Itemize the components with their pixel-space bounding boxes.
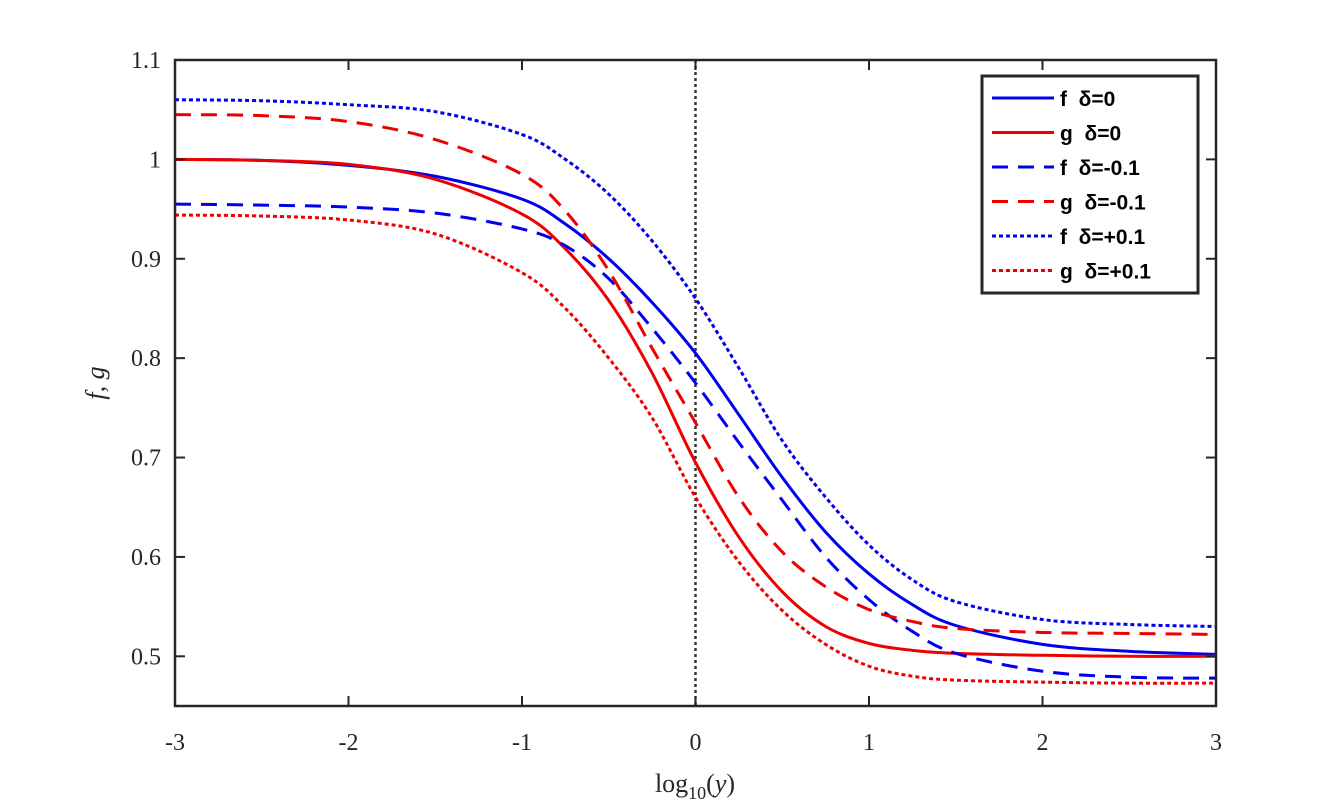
x-tick-label: 3 xyxy=(1210,730,1222,756)
legend-label-6: g δ=+0.1 xyxy=(1060,261,1151,284)
legend-box xyxy=(980,74,1200,295)
y-tick-label: 1 xyxy=(149,147,161,173)
x-axis-label-open-paren: ( xyxy=(706,769,715,798)
x-axis-label-close-paren: ) xyxy=(726,769,735,798)
y-tick-label: 0.5 xyxy=(131,644,161,670)
x-tick-label: 1 xyxy=(863,730,875,756)
y-tick-label: 1.1 xyxy=(131,48,161,74)
x-axis-label-subscript: 10 xyxy=(688,783,706,803)
x-axis-label: log10(y) xyxy=(655,769,735,803)
legend-label-4: g δ=-0.1 xyxy=(1060,192,1146,215)
x-axis-label-base: log xyxy=(655,769,688,798)
series-line-2 xyxy=(175,157,1216,658)
y-axis-label: f, g xyxy=(81,366,110,399)
y-tick-label: 0.7 xyxy=(131,446,161,472)
x-tick-label: 2 xyxy=(1037,730,1049,756)
series-line-3 xyxy=(175,202,1216,680)
series-line-5 xyxy=(175,98,1216,628)
plot-area xyxy=(175,60,1216,706)
axes: -3 -2 -1 0 1 2 3 0.5 0.6 0.7 0.8 0.9 1 1.1 xyxy=(131,48,1222,756)
x-tick-label: -1 xyxy=(512,730,532,756)
y-tick-label: 0.6 xyxy=(131,545,161,571)
y-tick-label: 0.8 xyxy=(131,346,161,372)
legend: f δ=0 g δ=0 f δ=-0.1 g δ=-0.1 f δ=+0.1 g δ=+0… xyxy=(980,74,1200,295)
series-line-4 xyxy=(175,113,1216,636)
legend-label-5: f δ=+0.1 xyxy=(1060,226,1145,249)
series-line-6 xyxy=(175,213,1216,685)
legend-label-2: g δ=0 xyxy=(1060,123,1121,146)
x-tick-label: -3 xyxy=(165,730,185,756)
legend-label-3: f δ=-0.1 xyxy=(1060,157,1140,180)
x-tick-label: -2 xyxy=(339,730,359,756)
x-tick-label: 0 xyxy=(690,730,702,756)
x-axis-label-argument: y xyxy=(712,769,727,798)
y-tick-label: 0.9 xyxy=(131,247,161,273)
legend-label-1: f δ=0 xyxy=(1060,88,1115,111)
